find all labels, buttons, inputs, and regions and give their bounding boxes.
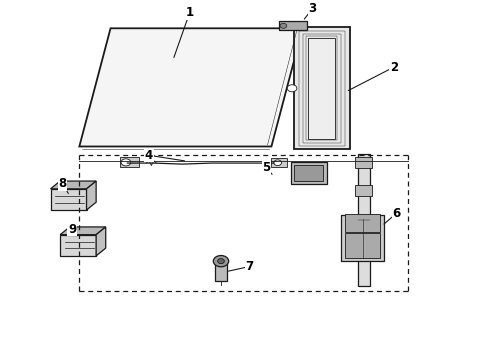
Bar: [341, 215, 384, 261]
Circle shape: [213, 256, 229, 267]
Bar: [215, 261, 227, 280]
Bar: [299, 31, 345, 146]
Bar: [50, 189, 87, 210]
Text: 3: 3: [308, 3, 316, 15]
Text: 7: 7: [246, 260, 254, 273]
Text: 8: 8: [58, 177, 67, 190]
Text: 9: 9: [68, 223, 76, 236]
Text: 2: 2: [390, 60, 398, 73]
Polygon shape: [60, 227, 106, 235]
Bar: [279, 21, 307, 30]
Circle shape: [121, 159, 131, 166]
Bar: [303, 33, 341, 143]
Circle shape: [287, 85, 297, 92]
Bar: [358, 154, 370, 286]
Bar: [60, 235, 96, 256]
Text: 5: 5: [263, 161, 271, 174]
Bar: [355, 221, 372, 231]
Bar: [291, 162, 327, 184]
Bar: [355, 185, 372, 196]
Bar: [294, 165, 323, 181]
Polygon shape: [96, 227, 106, 256]
Bar: [271, 158, 287, 167]
Circle shape: [280, 23, 287, 28]
Bar: [345, 233, 380, 258]
Bar: [308, 38, 335, 139]
Bar: [345, 214, 380, 232]
Bar: [306, 36, 337, 140]
Text: 1: 1: [186, 6, 194, 19]
Bar: [355, 157, 372, 168]
Text: 4: 4: [145, 149, 153, 162]
Polygon shape: [87, 181, 96, 210]
Text: 6: 6: [392, 207, 400, 220]
Polygon shape: [79, 28, 303, 147]
Bar: [294, 27, 350, 149]
Circle shape: [274, 160, 281, 166]
Polygon shape: [50, 181, 96, 189]
Circle shape: [218, 259, 224, 264]
Bar: [120, 157, 139, 167]
